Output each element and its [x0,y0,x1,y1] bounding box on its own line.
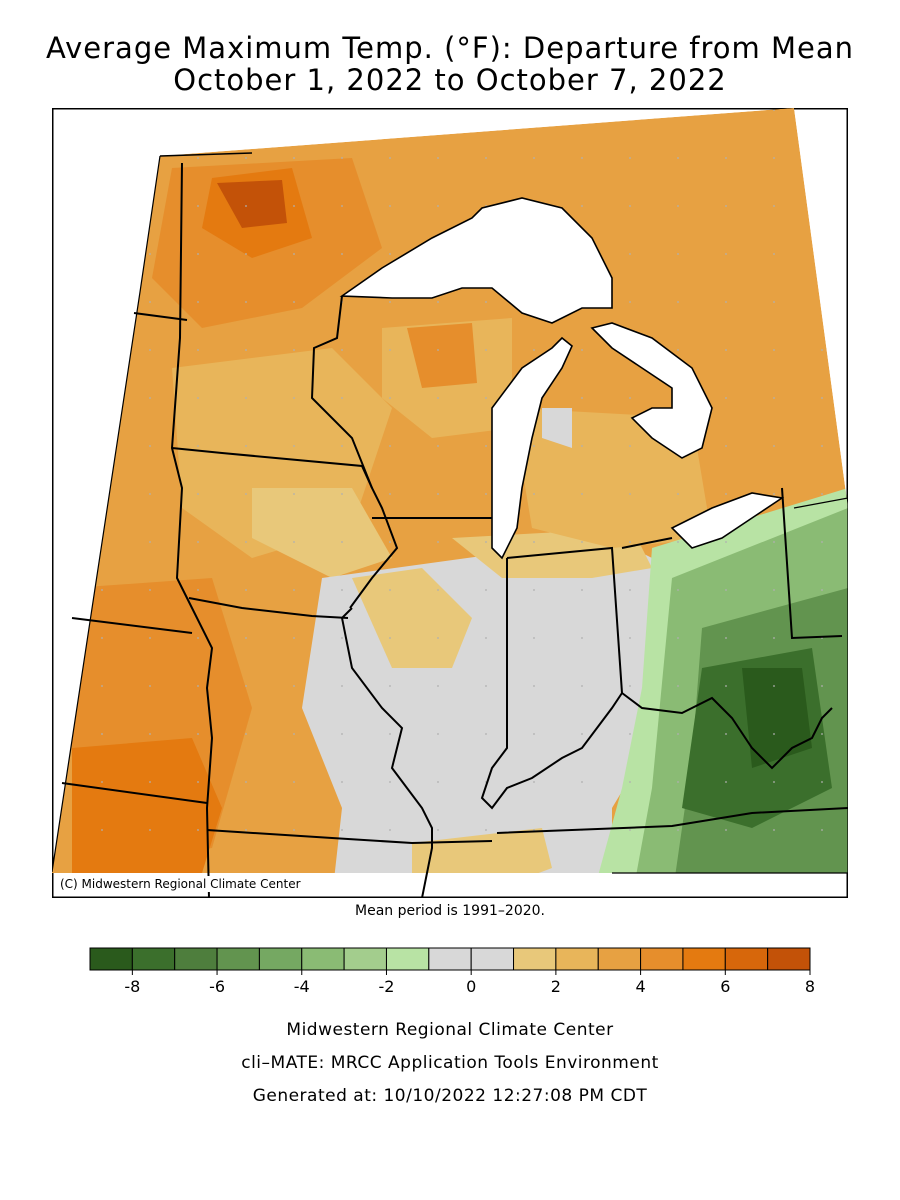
lake-michigan [491,336,573,560]
legend-swatch [513,947,557,971]
map-date-range: October 1, 2022 to October 7, 2022 [173,63,727,97]
legend-swatch [682,947,726,971]
shaded-anomaly-field [52,108,848,873]
state-boundaries [61,162,848,898]
legend-swatch [724,947,769,971]
legend-tick-label: -6 [209,977,225,996]
great-lakes [339,197,785,560]
color-legend: -8 -6 -4 -2 0 2 4 6 8 [89,947,815,996]
legend-tick-label: -4 [294,977,310,996]
legend-swatch [131,947,176,971]
legend-swatch [385,947,430,971]
lake-erie [670,492,785,549]
copyright-credit: (C) Midwestern Regional Climate Center [56,876,305,892]
legend-swatch [89,947,133,971]
legend-swatch [597,947,642,971]
legend-swatch [767,947,811,971]
footer-tool-name: cli–MATE: MRCC Application Tools Environ… [241,1053,659,1073]
legend-tick-label: 2 [551,977,561,996]
footer-generated-time: Generated at: 10/10/2022 12:27:08 PM CDT [252,1086,648,1106]
legend-tick-label: -8 [124,977,140,996]
legend-swatch [343,947,387,971]
legend-swatch [301,947,345,971]
lake-huron [590,322,713,459]
legend-tick-label: 4 [635,977,645,996]
legend-tick-label: -2 [378,977,394,996]
map-title: Average Maximum Temp. (°F): Departure fr… [45,31,855,65]
legend-tick-label: 0 [466,977,476,996]
legend-swatch [174,947,218,971]
legend-swatch [258,947,303,971]
legend-tick-label: 6 [720,977,730,996]
legend-swatch [640,947,684,971]
footer-organization: Midwestern Regional Climate Center [286,1020,614,1040]
legend-swatch [216,947,260,971]
mean-period-note: Mean period is 1991–2020. [355,903,545,919]
legend-swatch [555,947,599,971]
lake-superior [339,197,613,324]
legend-swatch [428,947,472,971]
legend-tick-label: 8 [805,977,815,996]
departure-map [52,108,848,898]
legend-swatch [470,947,515,971]
